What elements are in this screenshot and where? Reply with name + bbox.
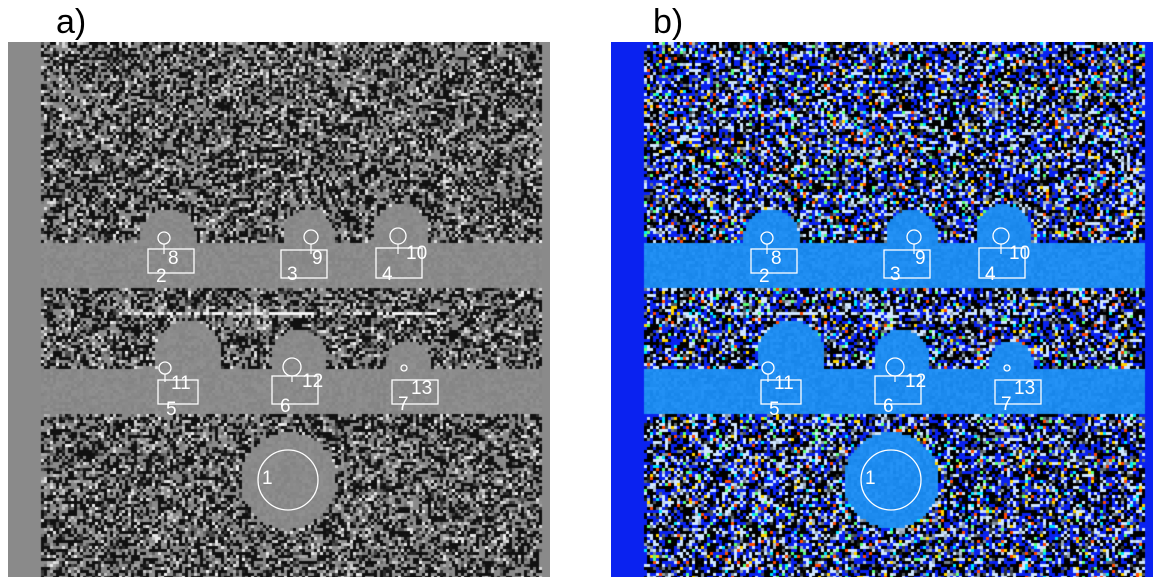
jet-roi-label-8: 8 [771,248,782,269]
gray-roi-9-circle [303,229,319,245]
gray-roi-3-rect [280,249,328,279]
gray-roi-label-10: 10 [406,243,427,264]
phantom-image-colormap: 1 2 3 4 5 6 7 8 9 10 11 12 13 [611,42,1153,577]
gray-roi-label-8: 8 [168,248,179,269]
gray-roi-label-7: 7 [398,394,409,415]
gray-roi-5-rect [157,379,199,405]
gray-roi-label-2: 2 [156,266,167,287]
jet-roi-10-circle [992,227,1010,245]
jet-roi-2-rect [750,248,798,274]
jet-roi-label-2: 2 [759,266,770,287]
gray-roi-label-6: 6 [280,396,291,417]
jet-roi-label-4: 4 [985,264,996,285]
gray-roi-10-circle [389,227,407,245]
panel-b-label: b) [653,3,684,41]
gray-roi-13-circle [400,364,408,372]
jet-roi-4-rect [978,247,1026,279]
jet-roi-8-circle [760,231,774,245]
jet-roi-label-13: 13 [1014,378,1035,399]
phantom-image-canvas-colormap [611,42,1153,577]
jet-roi-7-rect [994,379,1042,405]
jet-roi-12-circle [885,357,905,377]
jet-roi-11-circle [761,361,775,375]
jet-roi-label-12: 12 [905,371,926,392]
gray-roi-2-rect [147,248,195,274]
gray-roi-11-circle [158,361,172,375]
jet-roi-label-10: 10 [1009,243,1030,264]
gray-roi-4-rect [375,247,423,279]
gray-roi-7-rect [391,379,439,405]
jet-roi-3-rect [883,249,931,279]
gray-roi-8-circle [157,231,171,245]
phantom-image-grayscale: 1 2 3 4 5 6 7 8 9 10 11 12 13 [8,42,550,577]
jet-disk-insert [843,432,939,528]
gray-roi-label-13: 13 [411,378,432,399]
gray-roi-1-circle [257,449,319,511]
jet-roi-9-circle [906,229,922,245]
jet-roi-label-6: 6 [883,396,894,417]
phantom-image-canvas-grayscale [8,42,550,577]
gray-roi-label-11: 11 [171,373,191,394]
gray-roi-label-12: 12 [302,371,323,392]
gray-disk-insert [240,432,336,528]
jet-roi-label-9: 9 [915,248,926,269]
gray-roi-label-3: 3 [287,264,298,285]
gray-roi-label-1: 1 [262,468,273,489]
gray-roi-12-circle [282,357,302,377]
panel-a-label: a) [56,3,87,41]
jet-roi-label-11: 11 [774,373,794,394]
jet-roi-label-1: 1 [865,468,876,489]
jet-roi-label-5: 5 [769,399,780,420]
jet-roi-label-3: 3 [890,264,901,285]
gray-roi-label-4: 4 [382,264,393,285]
jet-roi-1-circle [860,449,922,511]
jet-roi-13-circle [1003,364,1011,372]
gray-roi-label-5: 5 [166,399,177,420]
gray-roi-label-9: 9 [312,248,323,269]
jet-roi-5-rect [760,379,802,405]
jet-roi-label-7: 7 [1001,394,1012,415]
